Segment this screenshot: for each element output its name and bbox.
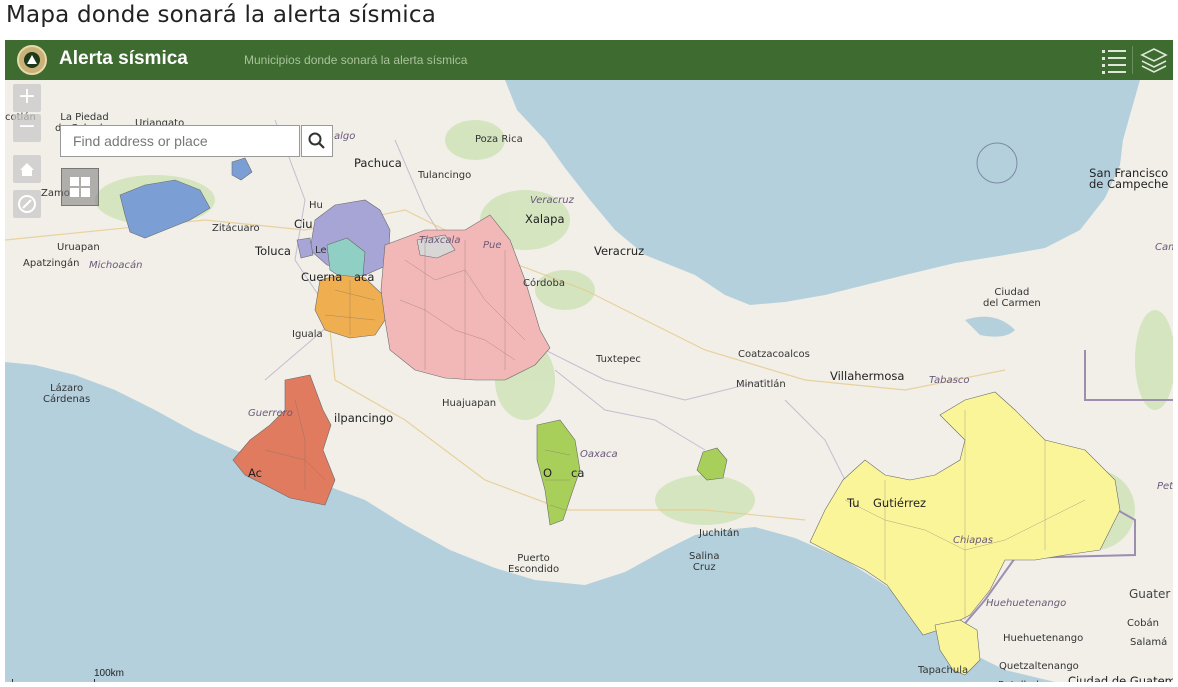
label-tuxtepec: Tuxtepec (596, 354, 641, 365)
home-icon (20, 163, 34, 176)
region-cdmx (326, 237, 366, 281)
label-chilpancingo: ilpancingo (334, 411, 394, 425)
label-hidalgo: algo (334, 131, 356, 142)
label-campeche: Cam (1155, 242, 1173, 253)
label-tuxtla: Tu (847, 496, 860, 510)
region-tapachula (934, 619, 981, 676)
region-michoacan (119, 179, 211, 239)
search-icon (308, 132, 325, 149)
region-michoacan-north (231, 157, 253, 181)
layers-button[interactable] (1135, 40, 1173, 80)
label-guatemala: Guater (1129, 587, 1171, 601)
label-huajuapan: Huajuapan (442, 398, 497, 409)
label-michoacan: Michoacán (89, 260, 143, 271)
zoom-in-button[interactable]: + (13, 84, 41, 112)
scale-bar-label: 100km (94, 668, 125, 679)
zoom-out-button[interactable]: − (13, 114, 41, 142)
app-logo (17, 45, 47, 75)
region-juchitan-isthmus (696, 447, 728, 481)
label-gutierrez: Gutiérrez (873, 496, 927, 510)
label-cordoba: Córdoba (523, 278, 565, 289)
label-oaxaca-state: Oaxaca (580, 449, 618, 460)
label-veracruz: Veracruz (594, 244, 645, 258)
region-guerrero (232, 374, 336, 506)
label-huehuetenango: Huehuetenango (1003, 633, 1084, 644)
layers-icon (1140, 48, 1168, 73)
label-poza-rica: Poza Rica (475, 134, 523, 145)
label-cuernavaca-end: aca (354, 270, 375, 284)
app-title: Alerta sísmica (59, 48, 188, 69)
label-pachuca: Pachuca (354, 156, 402, 170)
toolbar-divider (1132, 46, 1133, 74)
label-le: Le (315, 245, 327, 256)
label-oaxaca-end: ca (571, 466, 585, 480)
search-box (60, 125, 301, 157)
region-edomex-west (296, 237, 314, 259)
label-salina-cruz: Salina Cruz (689, 551, 720, 573)
label-uruapan: Uruapan (57, 242, 100, 253)
label-minatitlan: Minatitlán (736, 379, 786, 390)
label-tulancingo: Tulancingo (418, 170, 472, 181)
label-cuernavaca: Cuerna (301, 270, 343, 284)
label-huixquilucan: Hu (309, 200, 323, 211)
map-view[interactable]: cotlán La Piedad de Cabadas Uriangato Za… (5, 80, 1173, 682)
map-canvas (5, 80, 1173, 682)
label-peten: Pet (1157, 481, 1173, 492)
land-mainland (5, 80, 1173, 682)
label-veracruz-state: Veracruz (530, 195, 574, 206)
label-juchitan: Juchitán (699, 528, 740, 539)
region-tlaxcala (416, 234, 456, 259)
label-coban: Cobán (1127, 618, 1159, 629)
label-tabasco: Tabasco (929, 375, 970, 386)
region-puebla (380, 214, 551, 381)
label-guerrero: Guerrero (248, 408, 293, 419)
label-zamora: Zamor (41, 188, 74, 199)
app-subtitle: Municipios donde sonará la alerta sísmic… (244, 53, 468, 67)
label-apatzingan: Apatzingán (23, 258, 80, 269)
locate-icon (18, 195, 36, 213)
region-oaxaca (536, 419, 581, 526)
label-puebla: Pue (483, 240, 502, 251)
label-uriangato: Uriangato (135, 118, 185, 129)
search-button[interactable] (301, 125, 333, 157)
label-lazaro-cardenas: Lázaro Cárdenas (43, 383, 91, 405)
page-title: Mapa donde sonará la alerta sísmica (6, 2, 437, 28)
basemap-gallery-button[interactable] (61, 168, 99, 206)
label-puerto-escondido: Puerto Escondido (508, 553, 560, 575)
label-iguala: Iguala (292, 329, 323, 340)
label-quetzaltenango: Quetzaltenango (999, 661, 1079, 672)
label-tlaxcala: Tlaxcala (419, 235, 461, 246)
map-app: Alerta sísmica Municipios donde sonará l… (5, 40, 1173, 682)
label-chiapas: Chiapas (953, 535, 993, 546)
home-button[interactable] (13, 155, 41, 183)
label-salama: Salamá (1130, 637, 1168, 648)
label-coatzacoalcos: Coatzacoalcos (738, 349, 810, 360)
basemap-gallery-icon (70, 177, 90, 197)
label-tapachula: Tapachula (918, 665, 969, 676)
label-san-francisco-campeche: San Francisco de Campeche (1089, 166, 1169, 191)
legend-button[interactable] (1095, 40, 1133, 80)
locate-button[interactable] (13, 190, 41, 218)
label-retalhuleu: Retalhuleu (998, 680, 1051, 682)
scale-bar-line (12, 679, 95, 682)
label-ciudad-guatemala: Ciudad de Guatem (1068, 674, 1173, 682)
label-acapulco: Ac (248, 466, 262, 480)
label-xalapa: Xalapa (525, 212, 565, 226)
label-toluca: Toluca (255, 244, 291, 258)
app-header: Alerta sísmica Municipios donde sonará l… (5, 40, 1173, 80)
label-ciudad-del-carmen: Ciudad del Carmen (983, 287, 1041, 309)
search-input[interactable] (61, 126, 301, 156)
label-ciudad-mexico: Ciu (294, 217, 313, 231)
list-icon (1102, 50, 1126, 74)
label-oaxaca: O (543, 466, 553, 480)
label-zitacuaro: Zitácuaro (212, 223, 260, 234)
label-huehuetenango-dept: Huehuetenango (986, 598, 1067, 609)
label-villahermosa: Villahermosa (830, 369, 905, 383)
